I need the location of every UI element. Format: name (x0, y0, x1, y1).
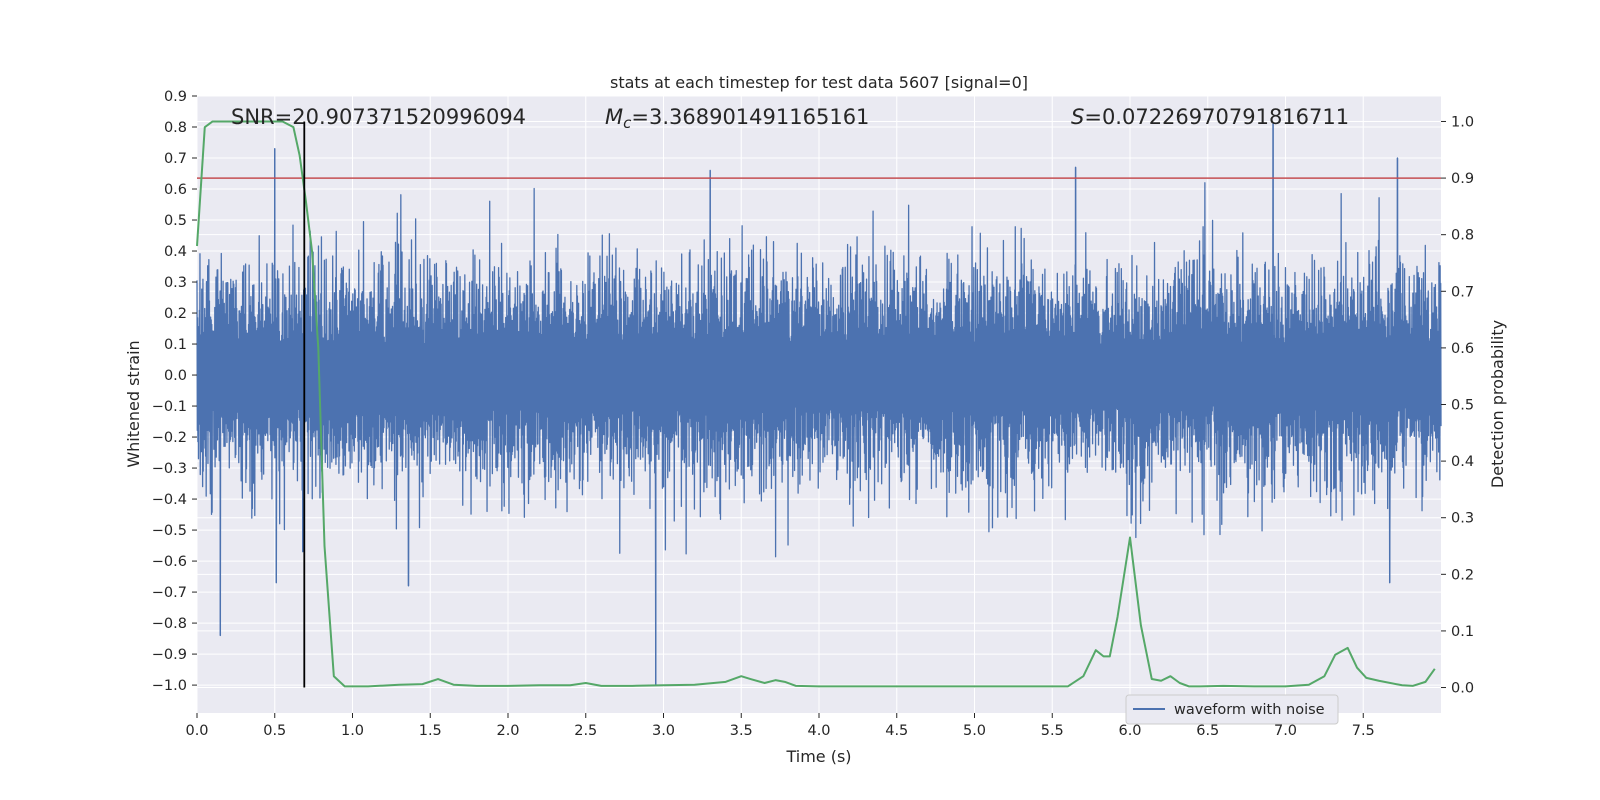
x-tick-label: 3.0 (652, 723, 675, 739)
waveform-series (196, 123, 1442, 686)
s-statistic-annotation: S=0.07226970791816711 (1071, 105, 1349, 129)
y-right-tick-label: 0.6 (1451, 341, 1474, 357)
legend-box (1125, 694, 1339, 725)
chirp-mass-subscript: c (623, 114, 632, 132)
x-tick-label: 4.5 (885, 723, 908, 739)
snr-annotation: SNR=20.907371520996094 (231, 105, 526, 129)
x-tick-label: 6.5 (1196, 723, 1219, 739)
y-left-tick-label: −0.3 (152, 461, 187, 477)
y-left-tick-label: −0.8 (152, 616, 187, 632)
x-tick-label: 2.5 (574, 723, 597, 739)
x-tick-label: 6.0 (1118, 723, 1141, 739)
x-tick-label: 0.5 (263, 723, 286, 739)
y-left-tick-label: −1.0 (152, 678, 187, 694)
chirp-mass-symbol: M (605, 105, 623, 129)
chirp-mass-value: =3.368901491165161 (631, 105, 869, 129)
x-tick-label: 4.0 (807, 723, 830, 739)
chirp-mass-annotation: Mc=3.368901491165161 (605, 105, 869, 132)
y-left-tick-label: 0.6 (164, 182, 187, 198)
y-left-tick-label: −0.6 (152, 554, 187, 570)
y-left-tick-label: 0.5 (164, 213, 187, 229)
x-tick-label: 5.0 (963, 723, 986, 739)
x-tick-label: 5.5 (1041, 723, 1064, 739)
x-tick-label: 0.0 (185, 723, 208, 739)
y-right-tick-label: 0.8 (1451, 228, 1474, 244)
y-left-tick-label: −0.4 (152, 492, 187, 508)
y-left-tick-label: −0.5 (152, 523, 187, 539)
y-right-tick-label: 0.5 (1451, 398, 1474, 414)
waveform-line (196, 123, 1442, 686)
detection-probability-line (196, 120, 1436, 688)
y-axis-label-right: Detection probability (1488, 320, 1507, 488)
legend-label-waveform: waveform with noise (1174, 702, 1325, 718)
y-left-tick-label: −0.9 (152, 647, 187, 663)
y-left-tick-label: 0.8 (164, 120, 187, 136)
y-left-tick-label: 0.0 (164, 368, 187, 384)
y-left-tick-label: 0.4 (164, 244, 187, 260)
y-right-tick-label: 1.0 (1451, 114, 1474, 130)
y-right-tick-label: 0.1 (1451, 624, 1474, 640)
axis-ticks: 0.0 0.5 1.0 1.5 2.0 2.5 3.0 3.5 4.0 4.5 5.0 5.5 6.0 6… (152, 89, 1474, 739)
y-right-tick-label: 0.0 (1451, 681, 1474, 697)
y-right-tick-label: 0.3 (1451, 511, 1474, 527)
y-left-tick-label: 0.1 (164, 337, 187, 353)
y-axis-label-left: Whitened strain (124, 340, 143, 467)
y-left-tick-label: −0.2 (152, 430, 187, 446)
x-tick-label: 7.0 (1274, 723, 1297, 739)
x-axis-label: Time (s) (785, 747, 851, 766)
y-left-tick-label: 0.7 (164, 151, 187, 167)
y-left-tick-label: 0.3 (164, 275, 187, 291)
chart-title: stats at each timestep for test data 560… (610, 73, 1028, 92)
y-left-tick-label: −0.7 (152, 585, 187, 601)
y-right-tick-label: 0.4 (1451, 454, 1474, 470)
y-right-tick-label: 0.2 (1451, 567, 1474, 583)
y-left-tick-label: 0.2 (164, 306, 187, 322)
overlay-series (196, 120, 1441, 688)
y-right-tick-label: 0.7 (1451, 284, 1474, 300)
s-statistic-symbol: S (1071, 105, 1084, 129)
legend: waveform with noise (1125, 694, 1339, 725)
x-tick-label: 7.5 (1352, 723, 1375, 739)
y-left-tick-label: −0.1 (152, 399, 187, 415)
x-tick-label: 1.5 (419, 723, 442, 739)
y-left-tick-label: 0.9 (164, 89, 187, 105)
x-tick-label: 2.0 (496, 723, 519, 739)
y-right-tick-label: 0.9 (1451, 171, 1474, 187)
x-tick-label: 3.5 (730, 723, 753, 739)
x-tick-label: 1.0 (341, 723, 364, 739)
s-statistic-value: =0.07226970791816711 (1084, 105, 1349, 129)
